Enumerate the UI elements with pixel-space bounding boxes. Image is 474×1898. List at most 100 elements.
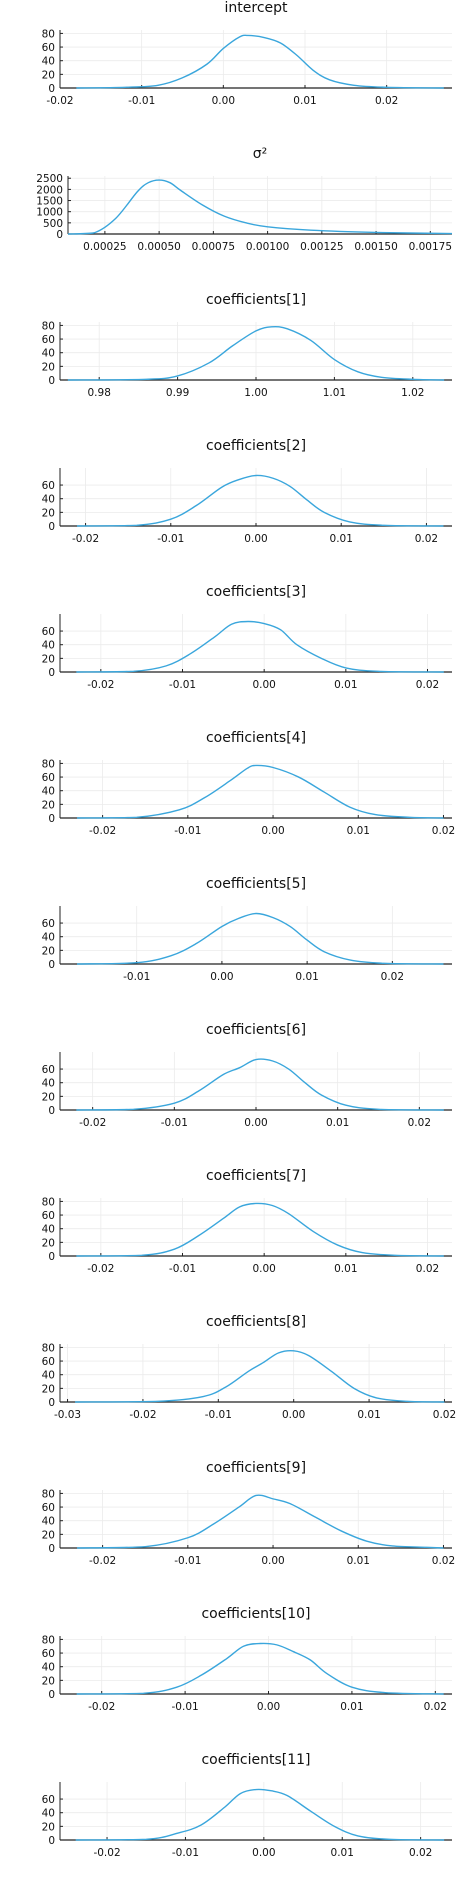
density-line <box>75 1788 445 1841</box>
y-tick-label: 1000 <box>36 207 63 219</box>
y-tick-label: 60 <box>42 1356 55 1368</box>
density-line <box>76 1202 444 1257</box>
x-tick-label: 0.02 <box>415 533 438 545</box>
x-tick-label: -0.02 <box>88 1701 115 1713</box>
y-tick-label: 40 <box>42 1078 55 1090</box>
x-tick-label: 0.00175 <box>409 241 452 253</box>
x-tick-label: -0.02 <box>46 95 73 107</box>
y-tick-label: 20 <box>42 1529 55 1541</box>
density-line <box>76 620 444 673</box>
x-tick-label: 0.00100 <box>246 241 289 253</box>
density-line <box>67 325 445 381</box>
x-tick-label: 0.01 <box>340 1701 363 1713</box>
y-tick-label: 40 <box>42 1370 55 1382</box>
x-tick-label: 0.01 <box>347 1555 370 1567</box>
y-tick-label: 40 <box>42 348 55 360</box>
x-tick-label: 0.02 <box>433 1409 456 1421</box>
x-tick-label: 0.00150 <box>354 241 397 253</box>
x-tick-label: 0.00050 <box>137 241 180 253</box>
chart-title: coefficients[5] <box>206 876 306 892</box>
density-line <box>77 1494 444 1549</box>
x-tick-label: 0.00 <box>257 1701 280 1713</box>
x-tick-label: -0.01 <box>174 825 201 837</box>
y-tick-label: 20 <box>42 69 55 81</box>
y-tick-label: 40 <box>42 1516 55 1528</box>
y-tick-label: 40 <box>42 786 55 798</box>
y-tick-label: 0 <box>48 1835 55 1847</box>
chart-title: coefficients[11] <box>201 1752 310 1768</box>
y-tick-label: 0 <box>48 813 55 825</box>
y-tick-label: 0 <box>48 521 55 533</box>
x-tick-label: -0.01 <box>172 1847 199 1859</box>
x-tick-label: 0.00 <box>282 1409 305 1421</box>
x-tick-label: 0.01 <box>334 1263 357 1275</box>
panel-7: coefficients[6] -0.02 -0.01 0.00 0.01 0.02 0 20… <box>42 1022 452 1129</box>
x-tick-label: 0.01 <box>293 95 316 107</box>
density-line <box>75 1349 445 1403</box>
x-tick-label: -0.01 <box>205 1409 232 1421</box>
x-tick-label: 0.00 <box>252 679 275 691</box>
density-line <box>77 912 444 965</box>
panel-4: coefficients[3] -0.02 -0.01 0.00 0.01 0.02 0 20… <box>42 584 452 691</box>
x-tick-label: -0.01 <box>161 1117 188 1129</box>
x-tick-label: 0.00075 <box>192 241 235 253</box>
y-tick-label: 40 <box>42 1808 55 1820</box>
y-tick-label: 0 <box>48 959 55 971</box>
y-tick-label: 80 <box>42 1634 55 1646</box>
y-tick-label: 20 <box>42 1091 55 1103</box>
y-tick-label: 60 <box>42 334 55 346</box>
y-tick-label: 20 <box>42 507 55 519</box>
x-tick-label: -0.02 <box>72 533 99 545</box>
x-tick-label: 0.02 <box>424 1701 447 1713</box>
x-tick-label: 0.01 <box>357 1409 380 1421</box>
chart-title: coefficients[1] <box>206 292 306 308</box>
x-tick-label: 0.02 <box>432 825 455 837</box>
x-tick-label: 0.01 <box>331 1847 354 1859</box>
y-tick-label: 0 <box>48 83 55 95</box>
x-tick-label: 1.02 <box>401 387 424 399</box>
y-tick-label: 20 <box>42 361 55 373</box>
y-tick-label: 0 <box>48 1397 55 1409</box>
x-tick-label: -0.01 <box>128 95 155 107</box>
y-tick-label: 0 <box>48 1543 55 1555</box>
x-tick-label: -0.02 <box>89 825 116 837</box>
density-line <box>76 1642 444 1695</box>
x-tick-label: 0.00 <box>210 971 233 983</box>
x-tick-label: 0.02 <box>432 1555 455 1567</box>
y-tick-label: 80 <box>42 1488 55 1500</box>
y-tick-label: 40 <box>42 1224 55 1236</box>
x-tick-label: 1.01 <box>323 387 346 399</box>
y-tick-label: 2000 <box>36 184 63 196</box>
chart-title: coefficients[6] <box>206 1022 306 1038</box>
x-tick-label: 0.00 <box>244 1117 267 1129</box>
y-tick-label: 60 <box>42 626 55 638</box>
x-tick-label: -0.02 <box>87 1263 114 1275</box>
y-tick-label: 60 <box>42 1064 55 1076</box>
panel-8: coefficients[7] -0.02 -0.01 0.00 0.01 0.02 0 20… <box>42 1168 452 1275</box>
density-line <box>76 1058 444 1111</box>
chart-title: coefficients[3] <box>206 584 306 600</box>
x-tick-label: 0.00 <box>252 1847 275 1859</box>
panel-5: coefficients[4] -0.02 -0.01 0.00 0.01 0.02 0 20… <box>42 730 456 837</box>
panel-2: coefficients[1] 0.98 0.99 1.00 1.01 1.02 0 2040… <box>42 292 452 399</box>
y-tick-label: 20 <box>42 1821 55 1833</box>
x-tick-label: 0.01 <box>295 971 318 983</box>
x-tick-label: -0.01 <box>157 533 184 545</box>
panel-12: coefficients[11] -0.02 -0.01 0.00 0.01 0.02 0 2… <box>42 1752 452 1859</box>
y-tick-label: 80 <box>42 320 55 332</box>
y-tick-label: 80 <box>42 28 55 40</box>
panel-1: σ² 0.00025 0.00050 0.00075 0.00100 0.00125 0.0… <box>36 146 452 253</box>
x-tick-label: -0.02 <box>87 679 114 691</box>
chart-title: coefficients[8] <box>206 1314 306 1330</box>
chart-title: coefficients[2] <box>206 438 306 454</box>
x-tick-label: -0.02 <box>79 1117 106 1129</box>
chart-title: intercept <box>225 0 289 16</box>
y-tick-label: 60 <box>42 1648 55 1660</box>
density-line <box>76 34 444 89</box>
x-tick-label: 0.02 <box>409 1847 432 1859</box>
x-tick-label: 0.02 <box>375 95 398 107</box>
x-tick-label: 0.01 <box>326 1117 349 1129</box>
x-tick-label: -0.01 <box>123 971 150 983</box>
